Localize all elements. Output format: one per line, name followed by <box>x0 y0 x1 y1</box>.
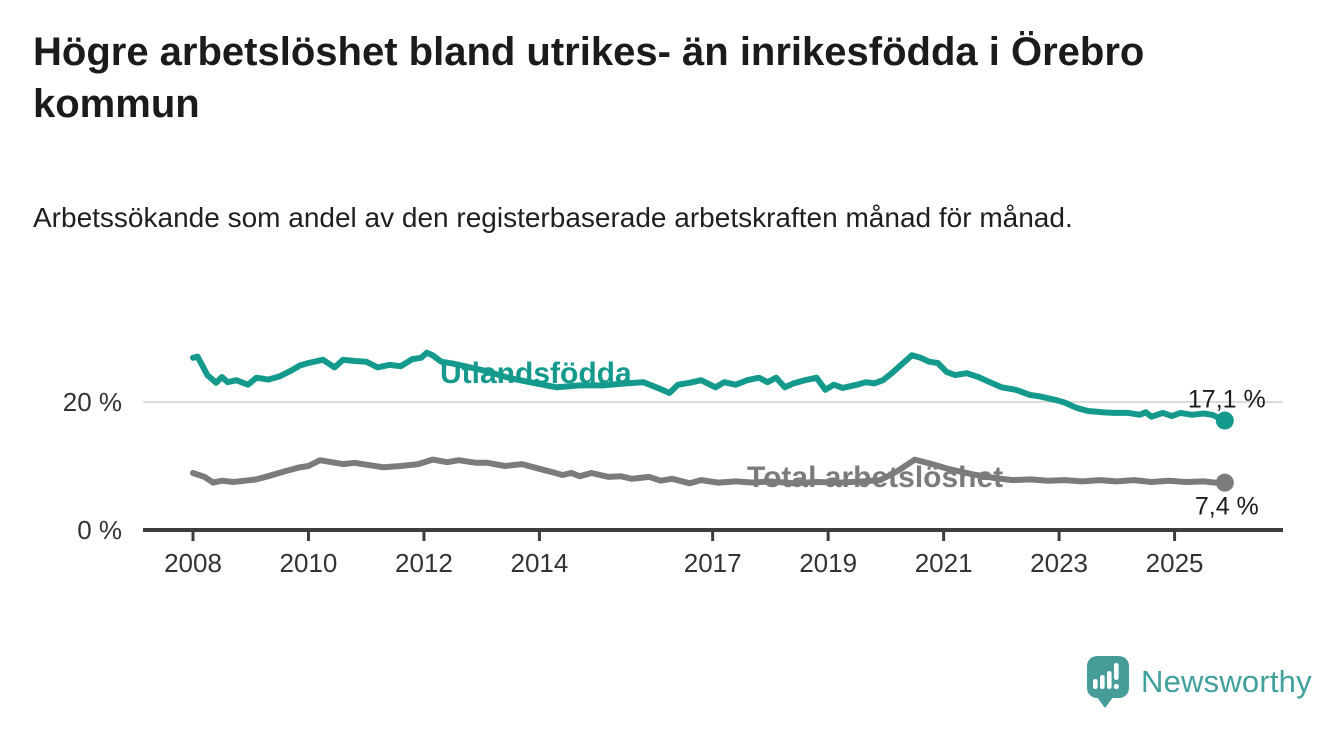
x-axis <box>143 528 1283 541</box>
y-tick-label-20: 20 % <box>63 387 122 417</box>
series-end-dot-utlandsfodda <box>1215 411 1234 430</box>
series-end-dot-total <box>1215 473 1234 492</box>
x-tick-label-2014: 2014 <box>511 548 569 578</box>
x-tick-label-2017: 2017 <box>684 548 742 578</box>
logo-text: Newsworthy <box>1141 664 1312 699</box>
x-tick-label-2008: 2008 <box>164 548 222 578</box>
newsworthy-logo: Newsworthy <box>1084 654 1312 710</box>
chart-title: Högre arbetslöshet bland utrikes- än inr… <box>33 30 1145 126</box>
x-tick-label-2023: 2023 <box>1030 548 1088 578</box>
y-tick-label-0: 0 % <box>77 515 122 545</box>
series-lines <box>190 349 1234 492</box>
x-axis-labels: 2008 2010 2012 2014 2017 2019 2021 2023 2025 <box>164 548 1203 578</box>
x-tick-label-2025: 2025 <box>1146 548 1204 578</box>
end-value-label-utlandsfodda: 17,1 % <box>1188 386 1266 414</box>
x-tick-label-2010: 2010 <box>280 548 338 578</box>
end-value-label-total: 7,4 % <box>1195 493 1259 521</box>
x-tick-label-2021: 2021 <box>915 548 973 578</box>
series-label-total: Total arbetslöshet <box>747 461 1003 494</box>
series-line-total <box>190 456 1228 487</box>
bar-chart-speech-bubble-icon <box>1087 656 1129 708</box>
series-labels: Utlandsfödda 17,1 % Total arbetslöshet 7,4 … <box>440 357 1266 521</box>
series-line-utlandsfodda <box>190 349 1228 424</box>
x-tick-label-2019: 2019 <box>799 548 857 578</box>
series-label-utlandsfodda: Utlandsfödda <box>440 357 632 390</box>
chart-subtitle: Arbetssökande som andel av den registerb… <box>33 202 1073 233</box>
x-tick-label-2012: 2012 <box>395 548 453 578</box>
y-axis-labels: 0 % 20 % <box>63 387 122 545</box>
